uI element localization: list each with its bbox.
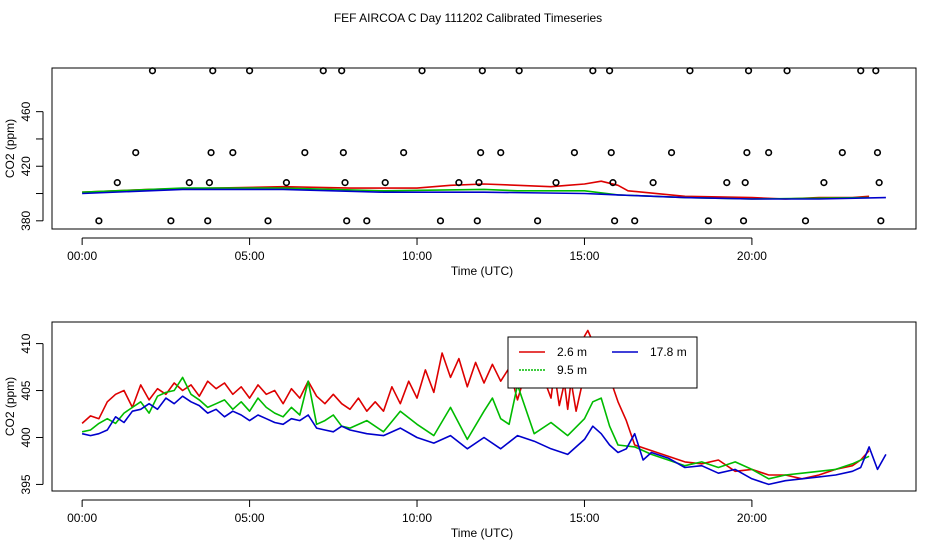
legend: 2.6 m 17.8 m 9.5 m xyxy=(507,336,698,389)
calibration-point xyxy=(765,148,773,157)
calibration-point xyxy=(282,179,291,187)
x-tick-label: 15:00 xyxy=(569,511,599,525)
x-tick-label: 00:00 xyxy=(67,511,97,525)
calibration-point xyxy=(875,179,883,187)
legend-label: 2.6 m xyxy=(557,345,587,359)
calibration-point xyxy=(609,179,617,187)
calibration-point xyxy=(209,67,217,75)
calibration-point xyxy=(667,148,676,157)
x-tick-label: 20:00 xyxy=(737,249,767,263)
calibration-point xyxy=(801,217,810,225)
calibration-point xyxy=(319,67,327,75)
x-tick-label: 10:00 xyxy=(402,249,432,263)
calibration-point xyxy=(857,67,865,75)
calibration-point xyxy=(605,67,614,75)
calibration-point xyxy=(204,217,212,225)
calibration-point xyxy=(497,148,505,157)
figure-title: FEF AIRCOA C Day 111202 Calibrated Times… xyxy=(334,11,602,25)
calibration-point xyxy=(872,67,880,75)
calibration-point xyxy=(877,217,885,225)
x-tick-label: 20:00 xyxy=(737,511,767,525)
x-axis-label: Time (UTC) xyxy=(451,526,513,540)
calibration-point xyxy=(607,148,615,157)
calibration-point xyxy=(686,67,694,75)
calibration-point xyxy=(473,217,481,225)
calibration-point xyxy=(167,217,175,225)
calibration-point xyxy=(301,148,309,157)
plot-frame xyxy=(51,67,917,230)
calibration-point xyxy=(533,217,542,225)
calibration-point xyxy=(649,179,657,187)
calibration-point xyxy=(264,217,272,225)
x-tick-label: 15:00 xyxy=(569,249,599,263)
calibration-point xyxy=(611,217,619,225)
plot-frame xyxy=(51,321,917,492)
lower-panel-timeseries: 00:00 05:00 10:00 15:00 20:00 Time (UTC) 395 40… xyxy=(3,321,917,540)
calibration-point xyxy=(704,217,712,225)
series-line-2-6-m xyxy=(81,329,870,480)
calibration-point xyxy=(381,179,389,187)
calibration-point xyxy=(455,179,463,187)
calibration-point xyxy=(185,179,193,187)
calibration-point xyxy=(475,179,483,187)
calibration-point xyxy=(341,179,349,187)
calibration-point xyxy=(741,179,749,187)
calibration-point xyxy=(343,217,351,225)
calibration-point xyxy=(245,67,254,75)
upper-panel-timeseries: 00:00 05:00 10:00 15:00 20:00 Time (UTC) 380 42… xyxy=(3,67,917,278)
series-line-17-8-m xyxy=(82,188,886,200)
y-tick-label: 420 xyxy=(19,156,33,176)
calibration-point xyxy=(552,179,560,187)
y-tick-label: 410 xyxy=(19,333,33,353)
calibration-point xyxy=(229,148,237,157)
calibration-point xyxy=(418,67,426,75)
x-tick-label: 05:00 xyxy=(235,249,265,263)
calibration-point xyxy=(338,67,346,75)
calibration-point xyxy=(723,179,731,187)
calibration-point xyxy=(743,148,751,157)
calibration-point xyxy=(744,67,753,75)
calibration-point xyxy=(838,148,846,157)
calibration-point xyxy=(515,67,523,75)
y-tick-label: 400 xyxy=(19,427,33,447)
calibration-point xyxy=(95,217,103,225)
calibration-point xyxy=(477,148,485,157)
y-tick-label: 395 xyxy=(19,474,33,494)
y-tick-label: 460 xyxy=(19,101,33,121)
legend-label: 9.5 m xyxy=(557,363,587,377)
x-axis-label: Time (UTC) xyxy=(451,264,513,278)
calibration-point xyxy=(739,217,748,225)
calibration-point xyxy=(207,148,215,157)
calibration-point xyxy=(205,179,213,187)
y-tick-label: 380 xyxy=(19,210,33,230)
calibration-point xyxy=(339,148,347,157)
series-group xyxy=(81,329,887,486)
series-line-9-5-m xyxy=(81,376,870,480)
calibration-point xyxy=(873,148,882,157)
calibration-point xyxy=(570,148,579,157)
calibration-point xyxy=(820,179,828,187)
series-line-17-8-m xyxy=(81,395,887,486)
legend-label: 17.8 m xyxy=(650,345,687,359)
calibration-point xyxy=(400,148,408,157)
legend-box xyxy=(507,336,698,389)
x-tick-label: 10:00 xyxy=(402,511,432,525)
x-tick-label: 00:00 xyxy=(67,249,97,263)
calibration-point xyxy=(363,217,371,225)
calibration-point xyxy=(436,217,445,225)
calibration-point xyxy=(478,67,486,75)
calibration-point xyxy=(148,67,157,75)
x-tick-label: 05:00 xyxy=(235,511,265,525)
y-axis-label: CO2 (ppm) xyxy=(3,119,17,178)
calibration-point xyxy=(589,67,597,75)
calibration-point xyxy=(113,179,121,187)
calibration-point xyxy=(783,67,791,75)
series-group xyxy=(82,180,886,200)
calibration-point xyxy=(132,148,140,157)
y-tick-label: 405 xyxy=(19,380,33,400)
y-axis-label: CO2 (ppm) xyxy=(3,377,17,436)
calibration-point xyxy=(631,217,639,225)
